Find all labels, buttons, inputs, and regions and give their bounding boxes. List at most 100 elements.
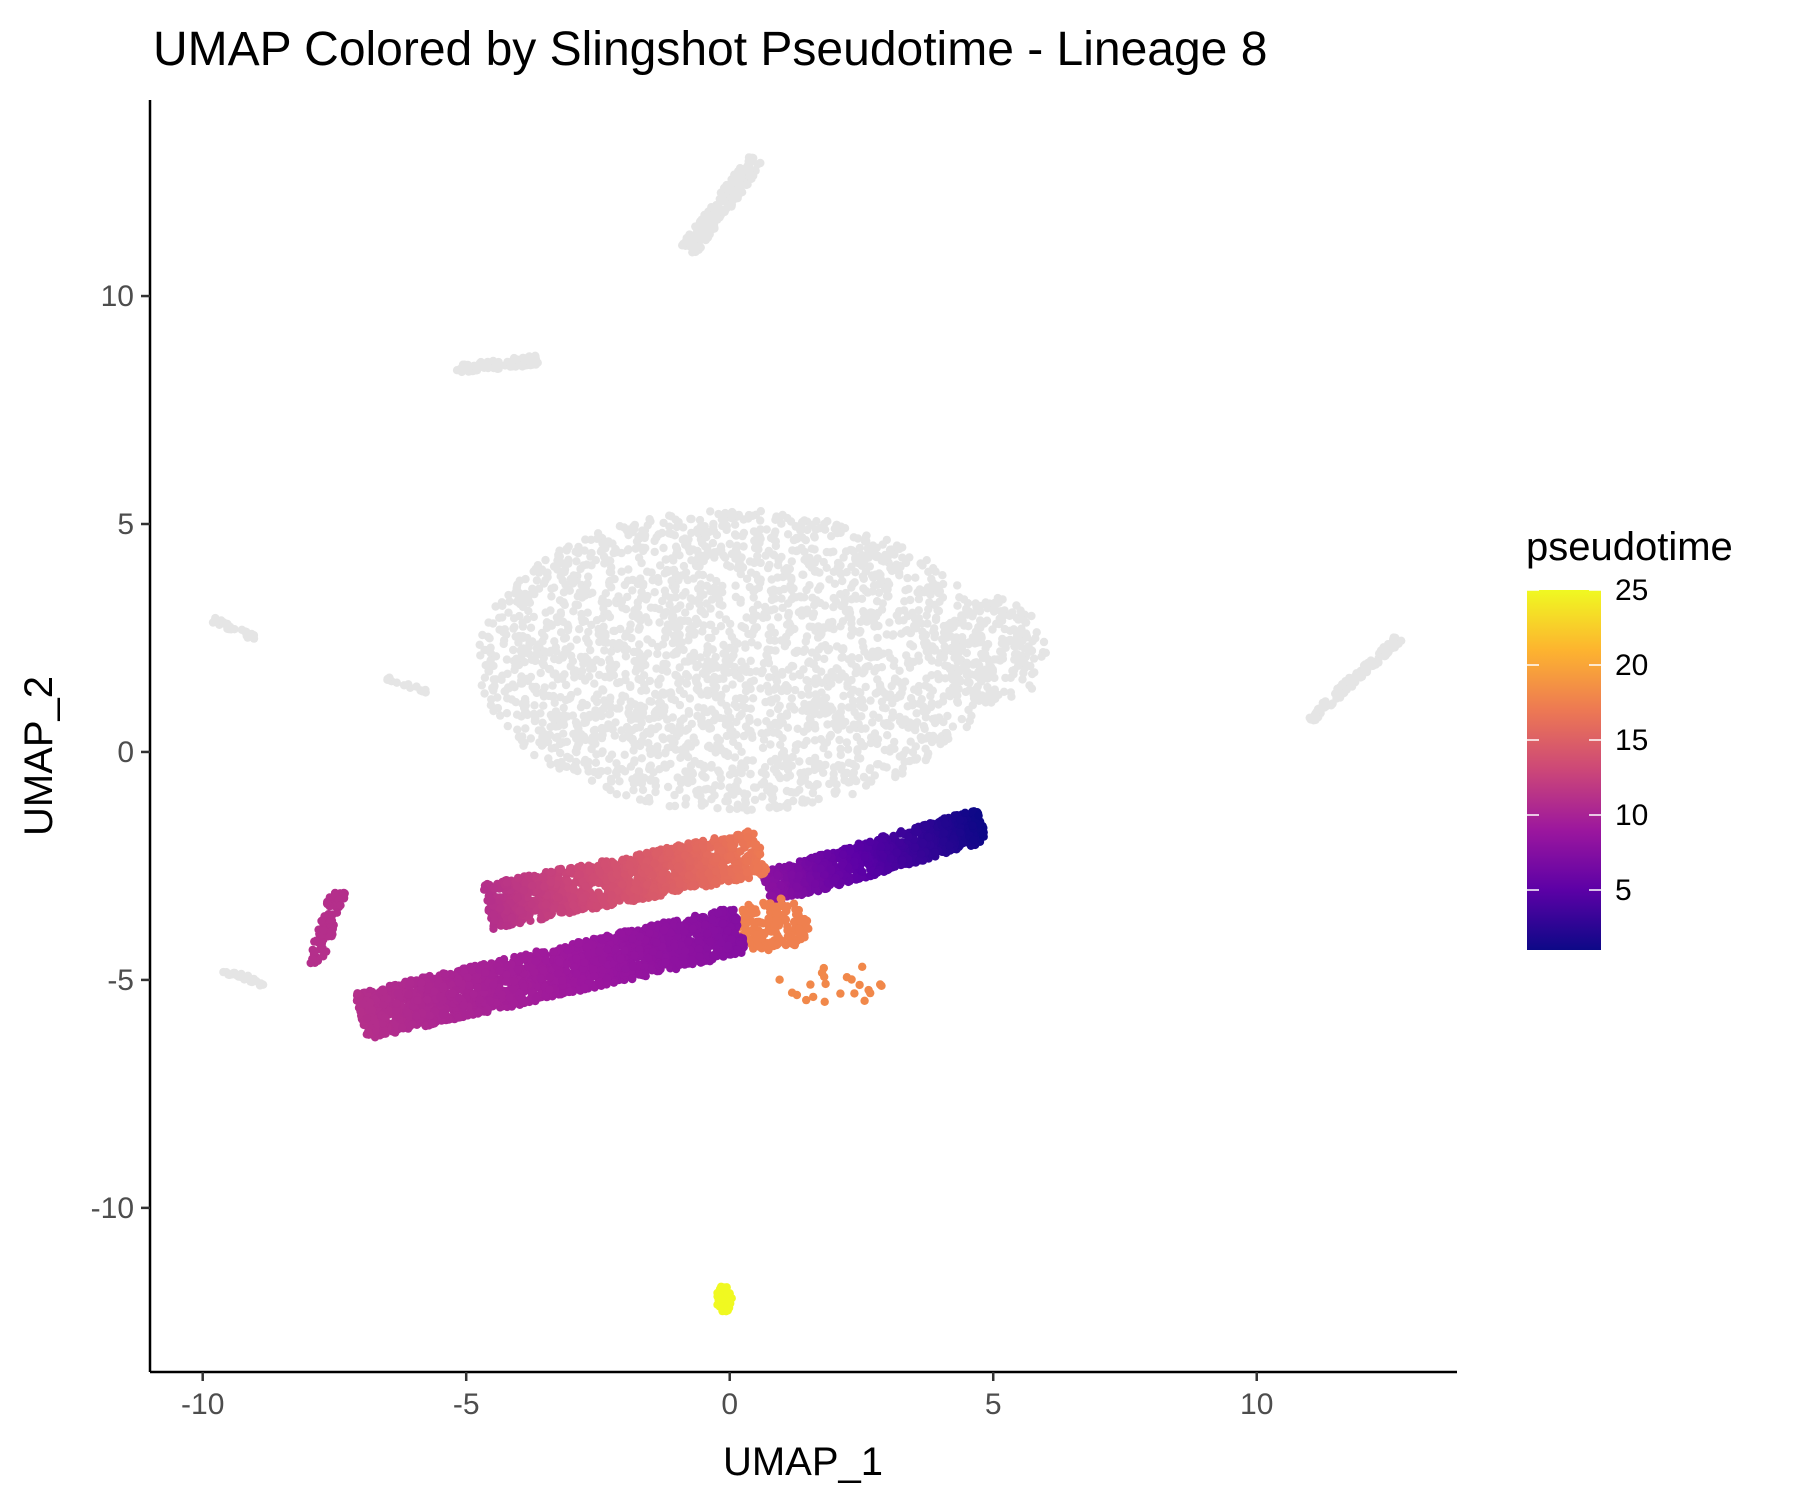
cell-point-main-gray-blob: [765, 560, 774, 570]
cell-point-main-gray-blob: [489, 661, 498, 671]
cell-point-main-gray-blob: [733, 777, 742, 786]
cell-point-gray-far-right-island: [1332, 694, 1341, 703]
cell-point-main-gray-blob: [917, 695, 926, 704]
cell-point-main-gray-blob: [591, 758, 601, 767]
cell-point-orange-junction: [764, 945, 773, 955]
cell-point-main-gray-blob: [747, 805, 756, 814]
cell-point-main-gray-blob: [725, 804, 734, 814]
cell-point-main-gray-blob: [539, 659, 548, 669]
cell-point-main-gray-blob: [782, 773, 791, 782]
cell-point-main-gray-blob: [587, 620, 596, 630]
cell-point-main-gray-blob: [504, 608, 513, 617]
cell-point-main-gray-blob: [704, 741, 714, 750]
cell-point-main-gray-blob: [668, 726, 678, 735]
cell-point-gray-top-island: [727, 202, 736, 211]
cell-point-main-gray-blob: [620, 767, 630, 776]
cell-point-main-gray-blob: [798, 795, 807, 804]
cell-point-main-gray-blob: [759, 735, 769, 744]
cell-point-main-gray-blob: [814, 585, 823, 594]
cell-point-main-gray-blob: [741, 662, 750, 671]
cell-point-main-gray-blob: [802, 585, 811, 595]
cell-point-main-gray-blob: [769, 585, 778, 594]
cell-point-main-gray-blob: [764, 546, 773, 556]
cell-point-main-gray-blob: [953, 601, 962, 610]
cell-point-main-gray-blob: [609, 626, 618, 636]
cell-point-main-gray-blob: [903, 573, 912, 583]
cell-point-main-gray-blob: [585, 672, 594, 681]
cell-point-main-gray-blob: [923, 583, 933, 592]
cell-point-main-gray-blob: [857, 724, 866, 734]
cell-point-main-gray-blob: [941, 674, 950, 683]
cell-point-gray-right-lobe: [976, 616, 985, 625]
cell-point-main-gray-blob: [873, 760, 882, 769]
cell-point-main-gray-blob: [512, 710, 522, 719]
cell-point-main-gray-blob: [846, 545, 855, 555]
cell-point-orange-junction: [741, 920, 751, 929]
cell-point-main-gray-blob: [777, 552, 786, 562]
cell-point-main-gray-blob: [606, 785, 615, 795]
cell-point-gray-right-lobe: [951, 648, 960, 657]
cell-point-main-gray-blob: [653, 742, 662, 751]
cell-point-main-gray-blob: [803, 684, 813, 693]
cell-point-gray-left-top-island: [464, 362, 473, 371]
cell-point-main-gray-blob: [502, 655, 512, 664]
cell-point-main-gray-blob: [746, 770, 755, 779]
cell-point-gray-far-right-island: [1337, 680, 1347, 689]
cell-point-main-gray-blob: [738, 531, 747, 541]
cell-point-orange-scatter: [821, 979, 830, 989]
cell-point-main-gray-blob: [491, 652, 501, 661]
cell-point-main-gray-blob: [675, 785, 684, 794]
cell-point-main-gray-blob: [839, 691, 848, 701]
cell-point-main-gray-blob: [671, 586, 680, 595]
cell-point-main-gray-blob: [800, 645, 810, 654]
cell-point-gray-bottom-left-tail: [250, 976, 259, 986]
cell-point-main-gray-blob: [909, 621, 919, 631]
cell-point-main-gray-blob: [716, 622, 726, 631]
cell-point-main-gray-blob: [552, 613, 562, 622]
cell-point-main-gray-blob: [687, 514, 696, 524]
cell-point-main-gray-blob: [715, 610, 724, 619]
cell-point-main-gray-blob: [654, 677, 663, 687]
cell-point-dark-blue-branch: [886, 854, 895, 863]
cell-point-main-gray-blob: [540, 647, 549, 656]
cell-point-main-gray-blob: [898, 543, 907, 552]
cell-point-gray-right-lobe: [969, 690, 978, 699]
cell-point-main-gray-blob: [848, 759, 857, 769]
cell-point-main-gray-blob: [656, 561, 665, 570]
cell-point-main-gray-blob: [933, 605, 942, 615]
cell-point-main-gray-blob: [668, 736, 677, 745]
cell-point-main-gray-blob: [871, 689, 880, 698]
cell-point-main-gray-blob: [558, 576, 567, 585]
cell-point-main-gray-blob: [898, 553, 907, 562]
cell-point-dark-blue-branch: [904, 832, 913, 841]
cell-point-main-gray-blob: [681, 794, 691, 803]
cell-point-dark-blue-branch: [773, 870, 782, 880]
cell-point-main-gray-blob: [524, 649, 534, 659]
cell-point-main-gray-blob: [845, 605, 854, 615]
cell-point-main-gray-blob: [710, 553, 719, 562]
cell-point-main-gray-blob: [600, 646, 609, 655]
cell-point-gray-top-island: [691, 222, 700, 231]
cell-point-main-gray-blob: [783, 530, 793, 539]
cell-point-main-gray-blob: [782, 620, 792, 629]
cell-point-main-gray-blob: [769, 785, 779, 794]
cell-point-main-gray-blob: [549, 691, 558, 701]
cell-point-main-gray-blob: [608, 725, 617, 734]
cell-point-orange-junction: [791, 910, 801, 919]
cell-point-gray-right-lobe: [956, 677, 965, 686]
cell-point-main-gray-blob: [766, 709, 775, 718]
cell-point-main-gray-blob: [693, 562, 702, 571]
cell-point-main-gray-blob: [746, 568, 756, 577]
cell-point-main-gray-blob: [599, 703, 609, 713]
points-layer: [208, 153, 1406, 1316]
cell-point-main-gray-blob: [808, 593, 817, 602]
cell-point-main-gray-blob: [943, 711, 952, 721]
cell-point-main-gray-blob: [762, 607, 771, 616]
cell-point-main-gray-blob: [825, 575, 834, 584]
cell-point-orange-junction: [773, 939, 782, 949]
cell-point-main-gray-blob: [830, 672, 839, 682]
cell-point-main-gray-blob: [814, 763, 824, 772]
cell-point-main-gray-blob: [878, 540, 887, 549]
cell-point-gray-right-lobe: [938, 636, 948, 645]
cell-point-main-gray-blob: [681, 767, 690, 776]
